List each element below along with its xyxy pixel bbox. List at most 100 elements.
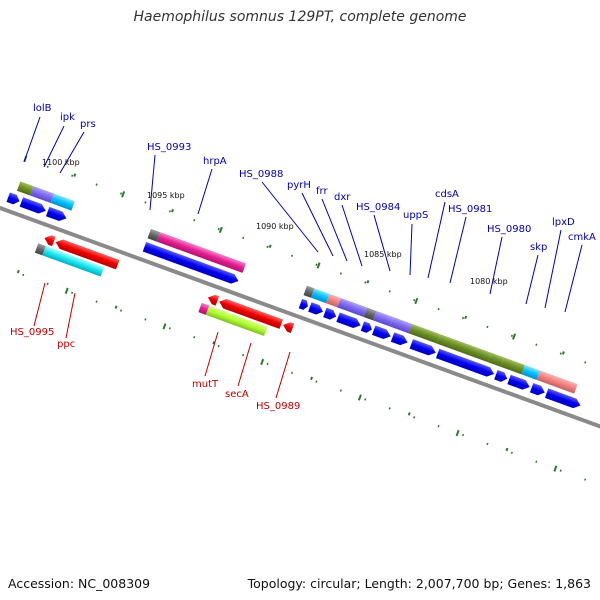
tick-dot — [584, 478, 587, 481]
tick-dot — [290, 371, 294, 375]
forward-gene-arrow — [336, 312, 361, 329]
genome-track — [0, 155, 600, 481]
tick-dot — [437, 424, 440, 428]
gene-box-lolB — [16, 181, 34, 196]
tick-mark — [455, 429, 460, 437]
gene-arrow-ppc-tip — [44, 235, 56, 247]
forward-gene-arrow — [435, 348, 495, 377]
label-leader-line — [427, 201, 446, 279]
tick-dot — [46, 165, 49, 169]
gene-box-hs0980 — [436, 334, 492, 363]
tick-mark — [121, 191, 126, 198]
label-leader-line — [544, 229, 562, 309]
gene-box-secA — [205, 305, 268, 337]
label-leader-line — [373, 214, 391, 272]
tick-mark — [357, 394, 362, 401]
label-leader-line — [409, 223, 413, 276]
gene-box-pyrH — [311, 288, 330, 304]
tick-mark — [114, 305, 118, 309]
forward-gene-arrow — [409, 339, 436, 356]
gene-box-hs0995 — [34, 243, 46, 256]
label-hs0995: HS_0995 — [10, 327, 54, 338]
tick-mark — [414, 297, 419, 305]
tick-dot — [510, 334, 513, 337]
label-leader-line — [564, 244, 583, 313]
scale-label-1085: 1085 kbp — [364, 250, 402, 259]
forward-gene-arrow — [323, 307, 337, 320]
tick-dot — [486, 442, 489, 446]
forward-gene-arrow — [494, 369, 508, 382]
tick-mark — [64, 287, 69, 294]
gene-box-hs0988 — [303, 285, 315, 298]
label-leader-line — [237, 342, 252, 387]
gene-box-lpxD — [500, 357, 525, 375]
gene-box-uppS — [373, 310, 394, 327]
label-ppc: ppc — [57, 339, 75, 350]
tick-dot — [46, 282, 49, 286]
label-leader-line — [321, 198, 348, 262]
forward-gene-arrow — [6, 192, 20, 205]
tick-mark — [512, 333, 516, 340]
tick-dot — [22, 273, 25, 277]
tick-dot — [95, 183, 98, 186]
tick-dot — [486, 325, 489, 329]
reverse-gene-track — [34, 235, 295, 337]
label-secA: secA — [225, 389, 249, 400]
label-leader-line — [449, 216, 467, 284]
tick-dot — [535, 460, 538, 463]
gene-box-ppc — [42, 245, 105, 277]
label-hs0993: HS_0993 — [147, 142, 191, 153]
scale-label-1090: 1090 kbp — [256, 222, 294, 231]
forward-gene-track — [6, 181, 581, 409]
gene-box-cmkA — [521, 365, 540, 380]
gene-box-dxr — [337, 297, 368, 317]
gene-box-cdsA — [389, 317, 413, 334]
tick-dot — [535, 343, 538, 346]
label-leader-line — [43, 125, 65, 168]
accession-text: Accession: NC_008309 — [8, 576, 151, 591]
forward-gene-arrow — [45, 206, 67, 222]
gene-arrow-ppc-red — [55, 239, 120, 270]
map-title: Haemophilus somnus 129PT, complete genom… — [133, 9, 467, 25]
label-leader-line — [23, 116, 41, 163]
label-leader-line — [33, 282, 46, 327]
tick-mark — [268, 244, 272, 248]
tick-dot — [144, 318, 147, 321]
forward-arrow-row — [6, 192, 581, 409]
tick-dot — [71, 174, 74, 177]
gene-box-hs0984 — [363, 307, 377, 321]
gene-arrow-hs0989-tip — [283, 322, 295, 333]
label-leader-line — [275, 351, 291, 399]
label-hs0984: HS_0984 — [356, 202, 400, 213]
tick-dot — [193, 218, 196, 222]
tick-row-outer — [23, 155, 587, 364]
tick-dot — [462, 316, 465, 320]
label-leader-line — [65, 292, 76, 339]
label-pyrH: pyrH — [287, 180, 311, 191]
label-mutT: mutT — [192, 379, 219, 390]
gene-arrow-mutT-tip — [207, 294, 220, 306]
tick-dot — [559, 352, 562, 355]
label-leader-line — [261, 181, 319, 253]
label-hs0980: HS_0980 — [487, 224, 531, 235]
scale-label-1080: 1080 kbp — [470, 277, 508, 286]
label-hs0989: HS_0989 — [256, 401, 300, 412]
forward-gene-arrow — [360, 321, 372, 333]
tick-mark — [218, 226, 223, 234]
tick-dot — [315, 380, 318, 383]
tick-dot — [242, 236, 245, 240]
tick-dot — [339, 272, 342, 275]
tick-mark — [260, 358, 265, 366]
tick-mark — [171, 208, 174, 213]
tick-mark — [553, 465, 558, 472]
label-lolB: lolB — [33, 103, 52, 114]
tick-dot — [388, 407, 391, 410]
tick-dot — [71, 291, 74, 294]
tick-dot — [217, 227, 220, 231]
genome-summary-text: Topology: circular; Length: 2,007,700 bp… — [247, 576, 591, 591]
tick-dot — [339, 389, 342, 392]
tick-dot — [413, 299, 416, 302]
tick-dot — [168, 210, 171, 213]
tick-dot — [388, 290, 391, 293]
